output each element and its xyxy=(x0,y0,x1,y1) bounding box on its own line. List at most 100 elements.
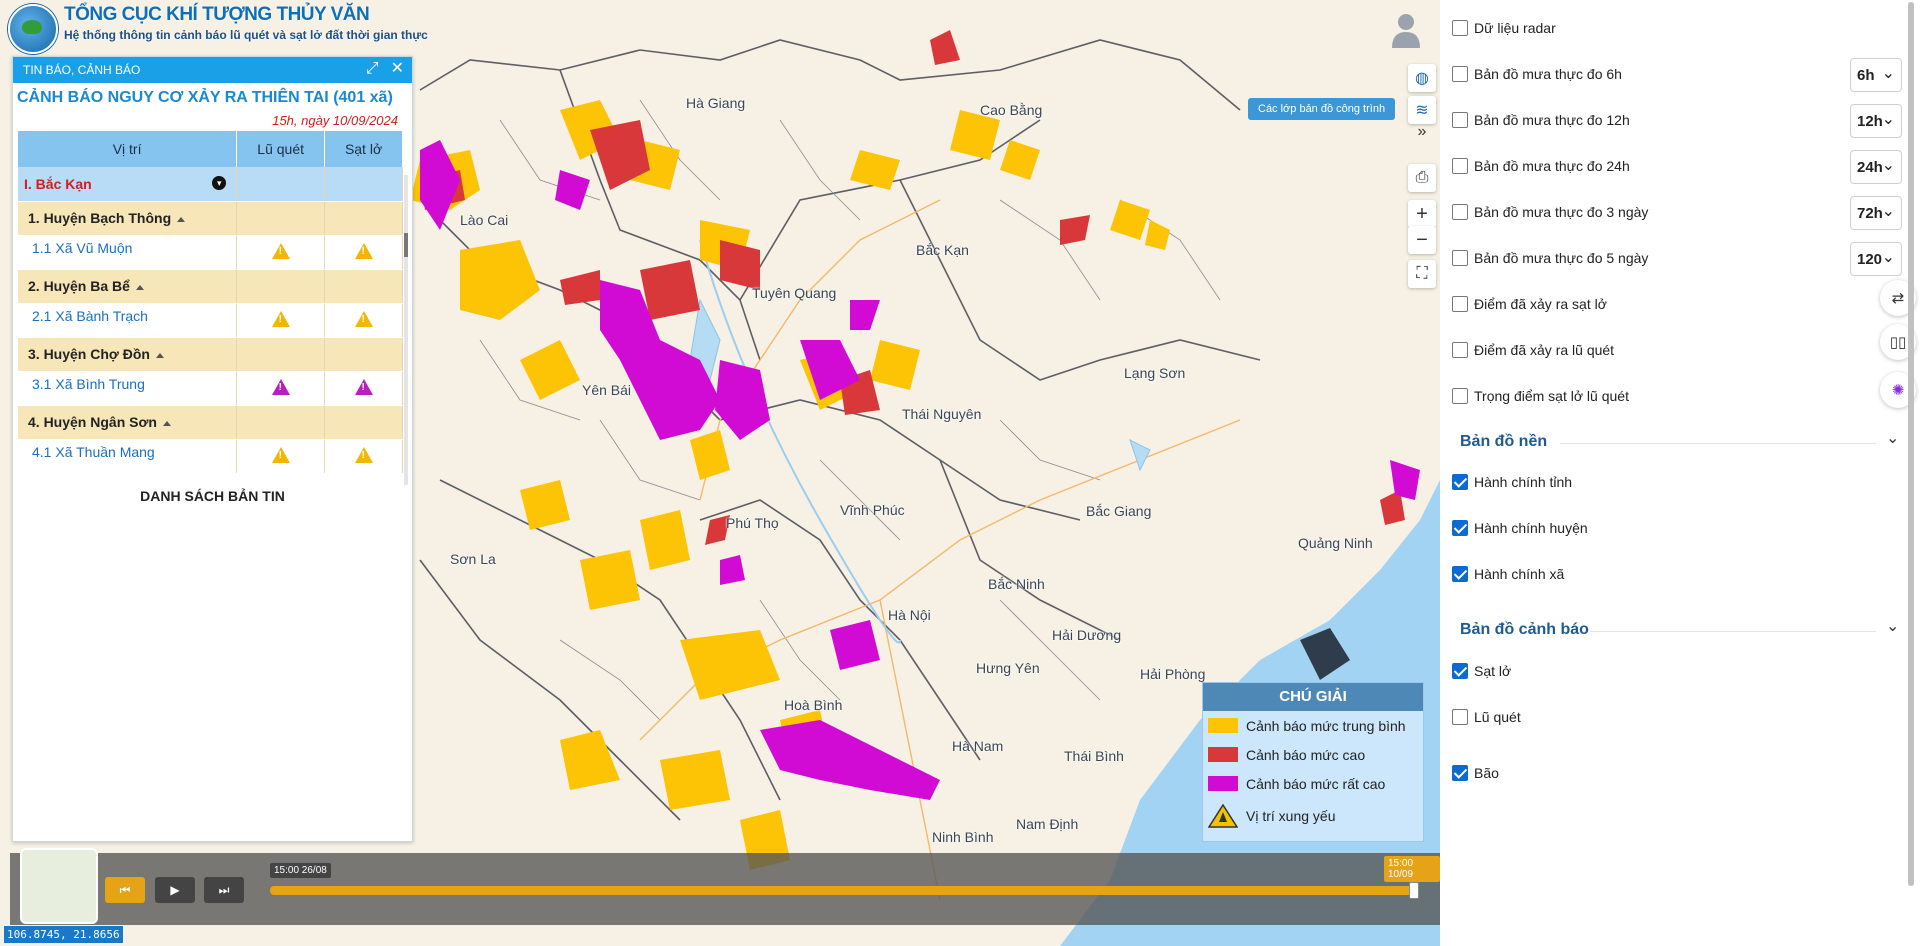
expand-icon[interactable]: ⤢ xyxy=(365,60,379,77)
play-button[interactable]: ▶ xyxy=(155,877,195,903)
chevron-down-icon[interactable]: ⌄ xyxy=(1886,618,1900,635)
previous-button[interactable]: ⏮ xyxy=(105,877,145,903)
close-icon[interactable]: ✕ xyxy=(390,60,404,77)
checkbox[interactable] xyxy=(1452,566,1468,582)
rain-6h-select[interactable]: 6h xyxy=(1850,58,1902,92)
label-tuyen-quang: Tuyên Quang xyxy=(752,285,837,301)
checkbox[interactable] xyxy=(1452,296,1468,312)
district-row[interactable]: 2. Huyện Ba Bể xyxy=(18,269,403,304)
bulletin-list-link[interactable]: DANH SÁCH BẢN TIN xyxy=(140,487,285,504)
warning-panel: TIN BÁO, CẢNH BÁO ⤢ ✕ CẢNH BÁO NGUY CƠ X… xyxy=(12,56,413,842)
layer-item-flash-flood[interactable]: Lũ quét xyxy=(1452,709,1521,725)
minimap-thumbnail[interactable] xyxy=(20,848,98,924)
chevron-down-icon[interactable]: ⌄ xyxy=(1886,430,1900,447)
right-panel-scrollbar[interactable] xyxy=(1908,2,1914,886)
checkbox[interactable] xyxy=(1452,709,1468,725)
rain-12h-select[interactable]: 12h xyxy=(1850,104,1902,138)
layer-item-key-points[interactable]: Trọng điểm sạt lở lũ quét xyxy=(1452,388,1629,404)
layer-item-rain-3d[interactable]: Bản đồ mưa thực đo 3 ngày xyxy=(1452,204,1648,220)
globe-icon[interactable]: ◍ xyxy=(1408,64,1436,92)
layer-label: Điểm đã xảy ra lũ quét xyxy=(1474,342,1615,358)
layer-item-radar[interactable]: Dữ liệu radar xyxy=(1452,20,1556,36)
brand-title: TỔNG CỤC KHÍ TƯỢNG THỦY VĂN xyxy=(64,4,370,25)
warning-triangle-icon xyxy=(271,310,290,327)
section-divider xyxy=(1560,443,1876,444)
commune-name[interactable]: 3.1 Xã Bình Trung xyxy=(18,371,238,406)
commune-row[interactable]: 3.1 Xã Bình Trung xyxy=(18,371,403,406)
checkbox[interactable] xyxy=(1452,250,1468,266)
label-hung-yen: Hưng Yên xyxy=(976,660,1040,676)
timeline-handle[interactable] xyxy=(1409,882,1419,899)
commune-row[interactable]: 2.1 Xã Bành Trạch xyxy=(18,303,403,338)
district-row[interactable]: 4. Huyện Ngân Sơn xyxy=(18,405,403,440)
layers-icon[interactable]: ≋ xyxy=(1408,96,1436,124)
timeline-track[interactable] xyxy=(270,886,1414,895)
fullscreen-icon[interactable]: ⛶ xyxy=(1408,260,1436,288)
label-hai-phong: Hải Phòng xyxy=(1140,666,1206,682)
commune-row[interactable]: 4.1 Xã Thuần Mang xyxy=(18,439,403,474)
commune-name[interactable]: 4.1 Xã Thuần Mang xyxy=(18,439,238,474)
next-button[interactable]: ⏭ xyxy=(204,877,244,903)
district-name: 3. Huyện Chợ Đồn xyxy=(28,346,150,362)
checkbox[interactable] xyxy=(1452,765,1468,781)
legend-label: Vị trí xung yếu xyxy=(1246,808,1336,824)
layer-item-landslide-points[interactable]: Điểm đã xảy ra sạt lở xyxy=(1452,296,1607,312)
user-avatar-icon[interactable] xyxy=(1390,12,1422,48)
province-row[interactable]: I. Bắc Kạn ▾ xyxy=(18,167,403,202)
layer-panel xyxy=(1440,0,1920,946)
section-title-warning-map[interactable]: Bản đồ cảnh báo xyxy=(1460,621,1589,638)
layer-item-rain-6h[interactable]: Bản đồ mưa thực đo 6h xyxy=(1452,66,1622,82)
commune-name[interactable]: 2.1 Xã Bành Trạch xyxy=(18,303,238,338)
warning-panel-scrollbar[interactable] xyxy=(404,175,408,485)
zoom-out-button[interactable]: − xyxy=(1408,226,1436,254)
checkbox[interactable] xyxy=(1452,158,1468,174)
district-row[interactable]: 1. Huyện Bạch Thông xyxy=(18,201,403,236)
expand-panel-icon[interactable]: » xyxy=(1417,123,1427,140)
zoom-in-button[interactable]: + xyxy=(1408,200,1436,228)
layer-item-admin-commune[interactable]: Hành chính xã xyxy=(1452,566,1564,582)
layer-item-rain-24h[interactable]: Bản đồ mưa thực đo 24h xyxy=(1452,158,1630,174)
label-nam-dinh: Nam Định xyxy=(1016,816,1079,832)
legend-swatch xyxy=(1208,718,1238,733)
caret-up-icon[interactable] xyxy=(177,216,186,222)
layer-label: Bản đồ mưa thực đo 6h xyxy=(1474,66,1622,82)
section-title-basemap[interactable]: Bản đồ nền xyxy=(1460,433,1548,450)
checkbox[interactable] xyxy=(1452,112,1468,128)
checkbox[interactable] xyxy=(1452,474,1468,490)
warning-triangle-icon xyxy=(271,378,290,395)
checkbox[interactable] xyxy=(1452,204,1468,220)
layer-item-landslide[interactable]: Sạt lở xyxy=(1452,663,1511,679)
coordinate-readout: 106.8745, 21.8656 xyxy=(4,926,123,943)
chevron-down-icon[interactable]: ▾ xyxy=(212,175,227,190)
caret-up-icon[interactable] xyxy=(155,352,164,358)
district-row[interactable]: 3. Huyện Chợ Đồn xyxy=(18,337,403,372)
checkbox[interactable] xyxy=(1452,20,1468,36)
layer-item-admin-province[interactable]: Hành chính tỉnh xyxy=(1452,474,1572,490)
warning-triangle-icon xyxy=(354,242,373,259)
checkbox[interactable] xyxy=(1452,520,1468,536)
commune-row[interactable]: 1.1 Xã Vũ Muộn xyxy=(18,235,403,270)
layer-label: Bão xyxy=(1474,765,1499,781)
layer-item-rain-12h[interactable]: Bản đồ mưa thực đo 12h xyxy=(1452,112,1630,128)
print-icon[interactable]: ⎙ xyxy=(1408,164,1436,192)
checkbox[interactable] xyxy=(1452,342,1468,358)
layer-item-storm[interactable]: Bão xyxy=(1452,765,1499,781)
rain-24h-select[interactable]: 24h xyxy=(1850,150,1902,184)
rain-5d-select[interactable]: 120 xyxy=(1850,242,1902,276)
checkbox[interactable] xyxy=(1452,388,1468,404)
rain-3d-select[interactable]: 72h xyxy=(1850,196,1902,230)
layer-item-flood-points[interactable]: Điểm đã xảy ra lũ quét xyxy=(1452,342,1614,358)
checkbox[interactable] xyxy=(1452,663,1468,679)
timeline-end-label: 15:00 10/09 xyxy=(1384,856,1440,882)
layer-item-admin-district[interactable]: Hành chính huyện xyxy=(1452,520,1588,536)
legend: CHÚ GIẢI Cảnh báo mức trung bình Cảnh bá… xyxy=(1202,682,1424,842)
province-name: I. Bắc Kạn xyxy=(24,175,92,192)
caret-up-icon[interactable] xyxy=(162,420,171,426)
caret-up-icon[interactable] xyxy=(135,284,144,290)
map-canvas[interactable]: Hà Giang Cao Bằng Lào Cai Bắc Kạn Tuyên … xyxy=(0,0,1440,946)
commune-name[interactable]: 1.1 Xã Vũ Muộn xyxy=(18,235,238,270)
layer-item-rain-5d[interactable]: Bản đồ mưa thực đo 5 ngày xyxy=(1452,250,1648,266)
section-divider xyxy=(1590,631,1876,632)
legend-title: CHÚ GIẢI xyxy=(1203,683,1423,711)
checkbox[interactable] xyxy=(1452,66,1468,82)
